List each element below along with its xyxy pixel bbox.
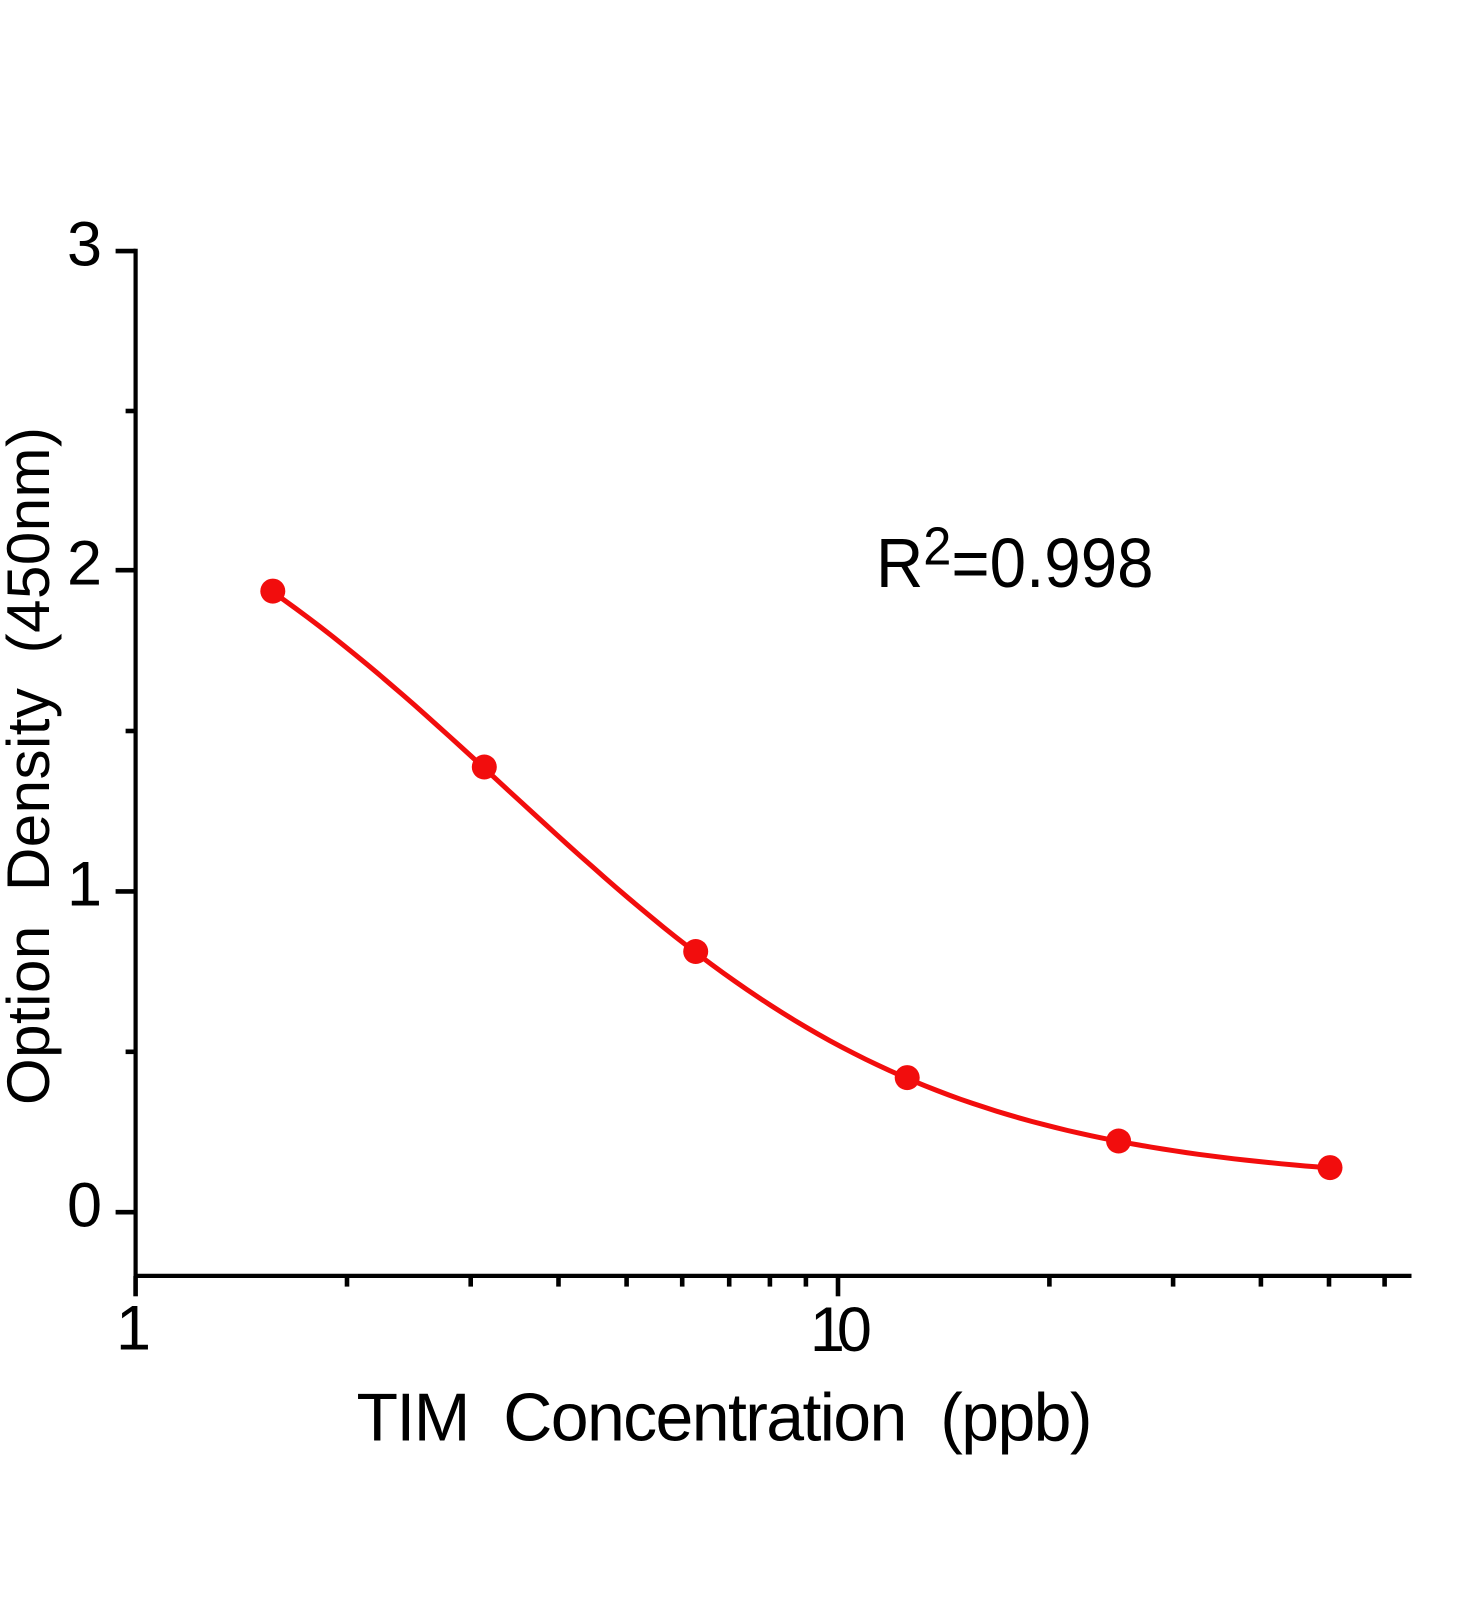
- svg-text:3: 3: [67, 209, 102, 279]
- svg-text:1: 1: [116, 1294, 151, 1364]
- svg-text:10: 10: [810, 1295, 872, 1365]
- svg-text:R2=0.998: R2=0.998: [876, 517, 1154, 602]
- svg-text:2: 2: [67, 528, 102, 598]
- svg-text:TIM Concentration (ppb): TIM Concentration (ppb): [357, 1380, 1093, 1456]
- svg-text:0: 0: [67, 1170, 102, 1240]
- svg-text:Option Density (450nm): Option Density (450nm): [0, 427, 62, 1105]
- svg-text:1: 1: [67, 850, 102, 920]
